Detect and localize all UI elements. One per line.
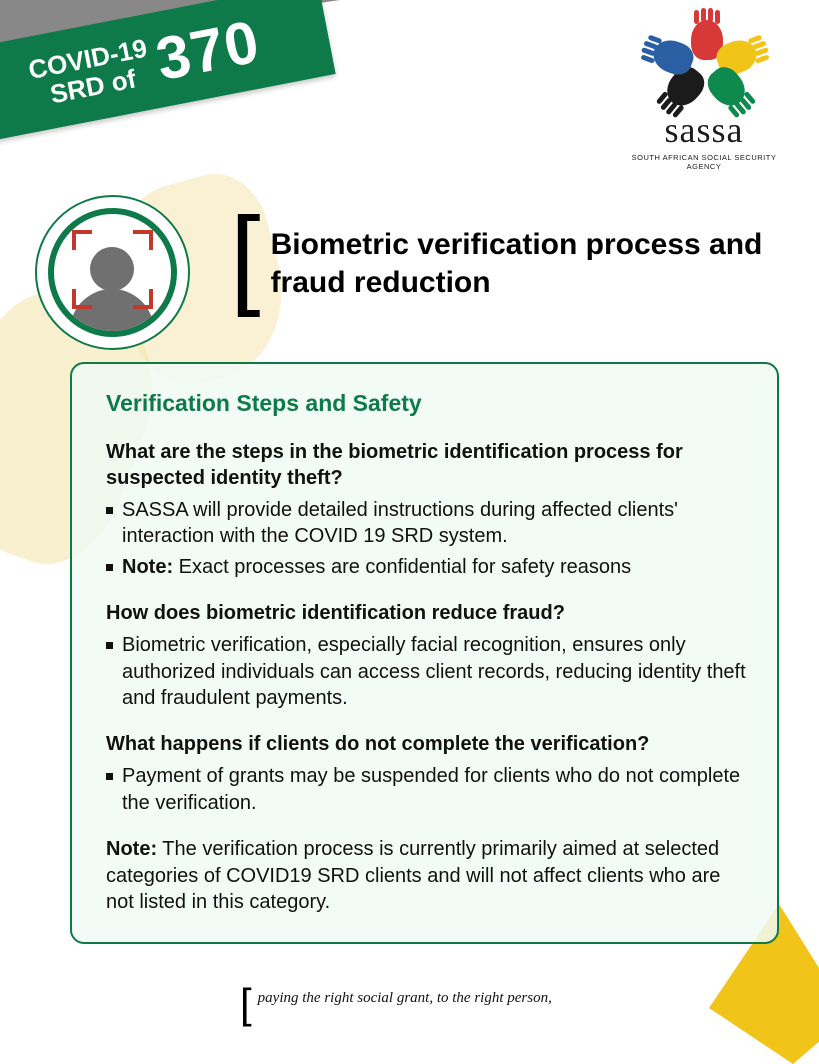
bullet-square-icon — [106, 564, 113, 571]
final-note-label: Note: — [106, 838, 157, 860]
viewfinder-corner-icon — [133, 230, 153, 250]
bullet-text: SASSA will provide detailed instructions… — [122, 497, 747, 550]
footer-text: paying the right social grant, to the ri… — [258, 989, 552, 1007]
bullet-text: Biometric verification, especially facia… — [122, 632, 747, 711]
final-note: Note: The verification process is curren… — [106, 836, 747, 915]
title-block: [ Biometric verification process and fra… — [230, 218, 779, 301]
biometric-face-icon — [35, 195, 190, 350]
question-1: What are the steps in the biometric iden… — [106, 439, 747, 491]
question-3: What happens if clients do not complete … — [106, 731, 747, 757]
page-title: Biometric verification process and fraud… — [271, 218, 779, 301]
footer-line1: paying the right social grant, to the ri… — [258, 989, 552, 1007]
qa-block-2: How does biometric identification reduce… — [106, 600, 747, 711]
ribbon-text: COVID-19 SRD of — [26, 35, 154, 111]
bullet-row: Note: Exact processes are confidential f… — [106, 554, 747, 580]
viewfinder-corner-icon — [133, 289, 153, 309]
viewfinder-corner-icon — [72, 230, 92, 250]
qa-block-1: What are the steps in the biometric iden… — [106, 439, 747, 580]
card-heading: Verification Steps and Safety — [106, 390, 747, 417]
bullet-text: Note: Exact processes are confidential f… — [122, 554, 747, 580]
bullet-square-icon — [106, 773, 113, 780]
footer-bracket-icon: [ — [240, 989, 252, 1018]
bio-ring-outer — [35, 195, 190, 350]
ribbon-amount: 370 — [151, 11, 264, 90]
logo-wordmark: sassa — [619, 109, 789, 151]
viewfinder-corner-icon — [72, 289, 92, 309]
bullet-square-icon — [106, 642, 113, 649]
footer-tagline: [ paying the right social grant, to the … — [240, 989, 659, 1018]
logo-subtitle: SOUTH AFRICAN SOCIAL SECURITY AGENCY — [619, 153, 789, 171]
bullet-row: Biometric verification, especially facia… — [106, 632, 747, 711]
bio-ring-inner — [48, 208, 178, 338]
note-text: Exact processes are confidential for saf… — [173, 556, 631, 578]
bullet-row: Payment of grants may be suspended for c… — [106, 763, 747, 816]
final-note-text: The verification process is currently pr… — [106, 838, 720, 913]
title-bracket-icon: [ — [230, 218, 261, 295]
person-silhouette-icon — [67, 241, 157, 331]
qa-block-3: What happens if clients do not complete … — [106, 731, 747, 816]
bullet-row: SASSA will provide detailed instructions… — [106, 497, 747, 550]
bullet-text: Payment of grants may be suspended for c… — [122, 763, 747, 816]
sassa-logo: sassa SOUTH AFRICAN SOCIAL SECURITY AGEN… — [619, 15, 789, 171]
note-label: Note: — [122, 556, 173, 578]
hands-logo-icon — [649, 15, 759, 105]
question-2: How does biometric identification reduce… — [106, 600, 747, 626]
bullet-square-icon — [106, 507, 113, 514]
content-card: Verification Steps and Safety What are t… — [70, 362, 779, 944]
